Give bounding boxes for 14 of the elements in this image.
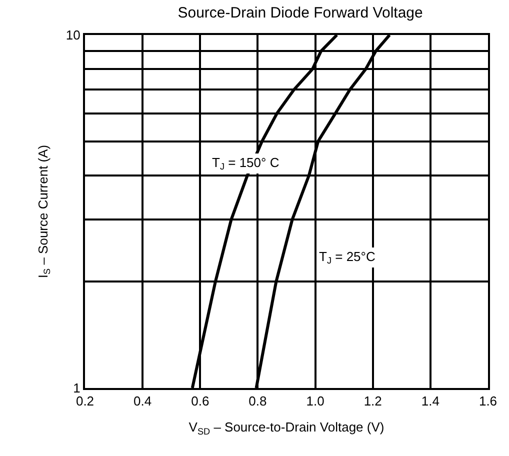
x-tick-label: 0.2	[76, 394, 94, 409]
x-tick-label: 0.8	[248, 394, 267, 409]
text: T$_{J}$ = 25°C	[319, 249, 376, 266]
y-tick-label: 10	[66, 28, 80, 43]
y-tick-label: 1	[73, 380, 80, 396]
x-tick-label: 1.4	[421, 394, 440, 409]
x-tick-label: 1.6	[478, 394, 498, 409]
chart-title: Source-Drain Diode Forward Voltage	[178, 4, 423, 22]
x-tick-label: 1.0	[306, 394, 324, 409]
x-axis-title: V$_{SD}$ – Source-to-Drain Voltage (V)	[188, 420, 384, 436]
series-label: T$_{J}$ = 150° C	[212, 155, 280, 172]
x-tick-label: 0.6	[191, 394, 210, 409]
x-tick-label: 1.2	[364, 394, 382, 409]
x-tick-label: 0.4	[134, 394, 152, 409]
